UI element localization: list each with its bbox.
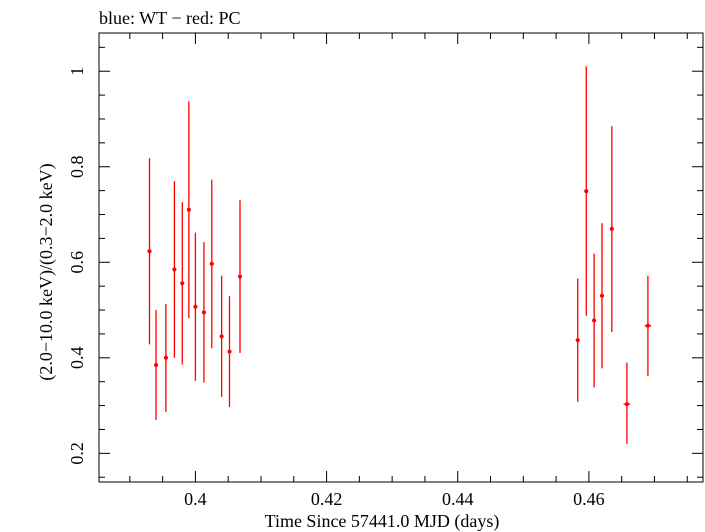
chart-title: blue: WT − red: PC <box>99 8 240 28</box>
point-marker <box>201 310 206 315</box>
data-point <box>237 200 242 354</box>
x-tick-labels: 0.4 0.42 0.44 0.46 <box>184 489 604 509</box>
data-point <box>193 232 198 381</box>
data-point <box>147 158 152 345</box>
y-tick-label: 1 <box>67 67 87 76</box>
point-marker <box>154 362 159 367</box>
x-tick-label: 0.42 <box>311 489 343 509</box>
data-point <box>609 126 614 333</box>
point-marker <box>193 304 198 309</box>
data-point <box>154 310 159 420</box>
y-axis-title: (2.0−10.0 keV)/(0.3−2.0 keV) <box>36 163 57 380</box>
x-tick-label: 0.46 <box>573 489 605 509</box>
point-marker <box>584 189 589 194</box>
point-marker <box>209 261 214 266</box>
point-marker <box>575 338 580 343</box>
data-point <box>180 202 185 365</box>
point-marker <box>624 402 629 407</box>
data-point <box>600 223 605 369</box>
data-point <box>172 181 177 358</box>
data-point <box>201 242 206 383</box>
data-point <box>644 275 652 376</box>
point-marker <box>163 355 168 360</box>
data-points <box>147 66 652 444</box>
data-point <box>209 179 214 349</box>
point-marker <box>219 334 224 339</box>
x-tick-label: 0.44 <box>442 489 474 509</box>
axis-ticks <box>99 33 703 482</box>
data-point <box>623 362 631 444</box>
data-point <box>584 66 589 316</box>
point-marker <box>592 318 597 323</box>
data-point <box>592 253 597 388</box>
data-point <box>219 275 224 397</box>
point-marker <box>172 267 177 272</box>
y-tick-label: 0.2 <box>67 442 87 465</box>
x-axis-title: Time Since 57441.0 MJD (days) <box>265 511 500 532</box>
point-marker <box>609 226 614 231</box>
plot-frame <box>98 32 704 483</box>
data-point <box>227 296 232 408</box>
point-marker <box>180 281 185 286</box>
y-tick-label: 0.4 <box>67 347 87 370</box>
point-marker <box>186 207 191 212</box>
point-marker <box>147 249 152 254</box>
data-point <box>575 278 580 402</box>
y-tick-labels: 0.2 0.4 0.6 0.8 1 <box>67 67 87 465</box>
data-point <box>163 303 168 412</box>
y-tick-label: 0.6 <box>67 251 87 274</box>
point-marker <box>645 323 650 328</box>
data-point <box>186 101 191 319</box>
point-marker <box>227 349 232 354</box>
point-marker <box>600 293 605 298</box>
x-tick-label: 0.4 <box>184 489 207 509</box>
point-marker <box>237 274 242 279</box>
y-tick-label: 0.8 <box>67 155 87 178</box>
